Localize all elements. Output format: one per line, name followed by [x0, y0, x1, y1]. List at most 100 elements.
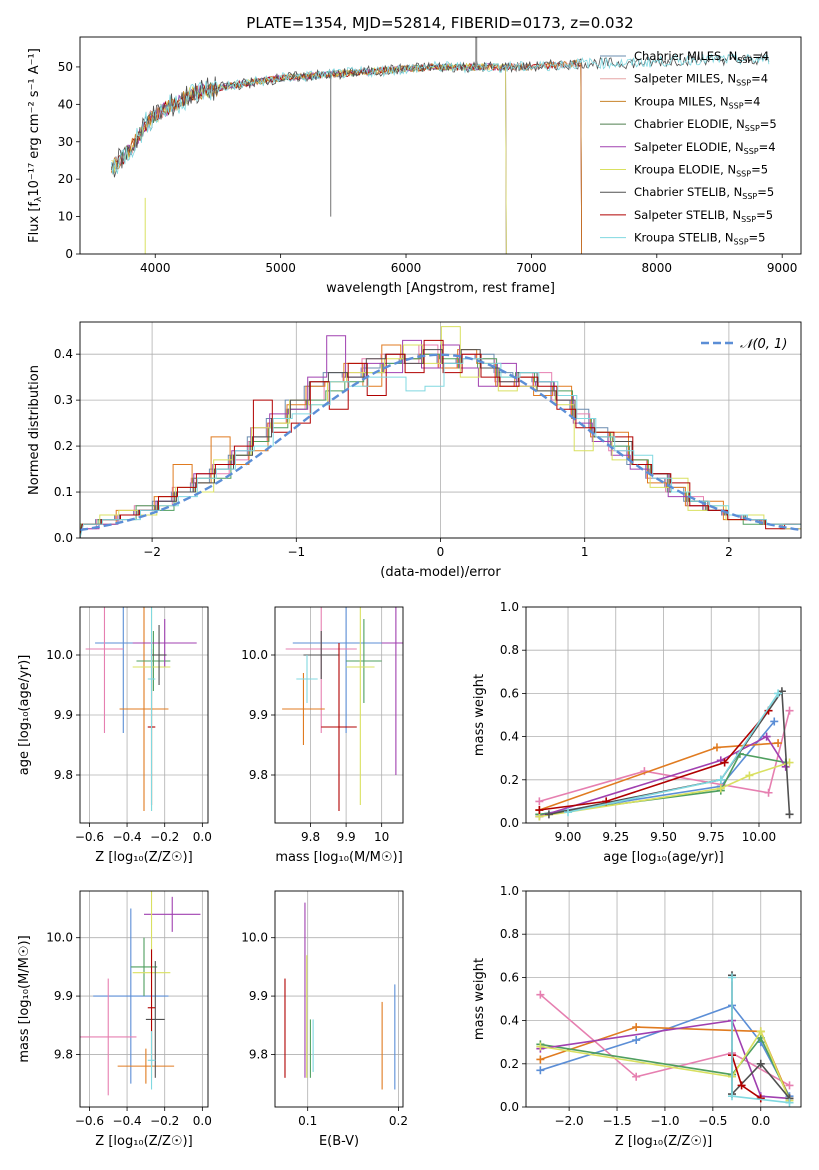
mass-age-xtick-label-1: 9.9 [337, 830, 356, 844]
spectrum-legend-name-4: Salpeter ELODIE, N [634, 140, 744, 154]
z-weight-series-line-1 [539, 994, 790, 1087]
z-mass-ytick-label-2: 10.0 [46, 931, 73, 945]
spectrum-xtick-label-5: 9000 [767, 261, 798, 275]
spectrum-ylabel: Flux [fλ10⁻¹⁷ erg cm⁻² s⁻¹ A⁻¹] [27, 48, 44, 243]
spectrum-legend-eq-7: =5 [756, 208, 773, 222]
age-weight-series-marker-5-2 [745, 771, 754, 780]
z-mass-plot-area [80, 891, 201, 1096]
age-weight-series-line-5 [539, 761, 790, 818]
z-weight-panel: −2.0 −1.5 −1.0 −0.5 0.0 0.0 0.2 0.4 0.6 0.8 1.0 Z [… [472, 884, 802, 1149]
residuals-xtick-label-3: 1 [581, 545, 589, 559]
spectrum-legend-name-0: Chabrier MILES, N [634, 49, 737, 63]
z-weight-xtick-label-1: −1.5 [602, 1114, 631, 1128]
residuals-plot-area [80, 326, 801, 538]
z-mass-ytick-label-1: 9.9 [54, 989, 73, 1003]
z-weight-ytick-label-2: 0.4 [500, 1014, 519, 1028]
z-weight-series-marker-5-2 [756, 1027, 765, 1036]
age-weight-ylabel: mass weight [472, 674, 487, 756]
age-weight-xlabel: age [log₁₀(age/yr)] [603, 850, 724, 865]
spectrum-ylabel-main: Flux [f [27, 202, 42, 243]
age-weight-series-marker-1-0 [535, 797, 544, 806]
z-weight-ytick-label-1: 0.2 [500, 1057, 519, 1071]
age-weight-xtick-label-3: 9.75 [698, 830, 725, 844]
mass-age-ytick-label-2: 10.0 [241, 648, 268, 662]
spectrum-legend-label-5: Kroupa ELODIE, NSSP=5 [634, 163, 768, 179]
z-weight-xtick-label-4: 0.0 [751, 1114, 770, 1128]
z-age-panel: −0.6 −0.4 −0.2 0.0 9.8 9.9 10.0 Z [log₁₀(Z/Z☉)]… [17, 606, 212, 865]
spectrum-legend-label-4: Salpeter ELODIE, NSSP=4 [634, 140, 776, 156]
z-weight-plot-area [536, 971, 794, 1107]
residuals-ytick-label-3: 0.3 [54, 393, 73, 407]
spectrum-legend-sub-0: SSP [737, 56, 752, 65]
age-weight-ytick-label-1: 0.2 [500, 773, 519, 787]
age-weight-plot-area [535, 687, 794, 821]
residual-histogram-panel: −2 −1 0 1 2 0.0 0.1 0.2 0.3 0.4 (data-model)/error… [27, 321, 802, 580]
spectrum-xtick-label-3: 7000 [516, 261, 547, 275]
residuals-xtick-label-0: −2 [143, 545, 161, 559]
spectrum-legend-label-3: Chabrier ELODIE, NSSP=5 [634, 117, 777, 133]
spectrum-legend-label-0: Chabrier MILES, NSSP=4 [634, 49, 769, 65]
residual-histogram-4 [80, 335, 801, 538]
age-weight-ytick-label-5: 1.0 [500, 600, 519, 614]
mass-age-frame [274, 606, 404, 824]
mass-age-plot-area [282, 607, 403, 811]
age-weight-xtick-label-4: 10.00 [742, 830, 776, 844]
spectrum-legend-name-1: Salpeter MILES, N [634, 72, 736, 86]
spectrum-xtick-label-1: 5000 [265, 261, 296, 275]
spectrum-legend-eq-5: =5 [751, 163, 768, 177]
mass-age-xlabel: mass [log₁₀(M/M☉)] [275, 850, 402, 865]
z-mass-xtick-label-3: 0.0 [193, 1114, 212, 1128]
spectrum-legend-name-5: Kroupa ELODIE, N [634, 163, 736, 177]
z-weight-series-marker-8-1 [728, 1092, 737, 1101]
spectrum-ytick-label-0: 0 [65, 247, 73, 261]
ebv-mass-xtick-label-0: 0.1 [298, 1114, 317, 1128]
mass-age-panel: 9.8 9.9 10 9.8 9.9 10.0 mass [log₁₀(M/M☉)] [241, 606, 404, 865]
ebv-mass-frame [274, 890, 404, 1108]
residual-histogram-5 [80, 326, 801, 538]
spectrum-legend-sub-5: SSP [736, 170, 751, 179]
z-weight-xtick-label-0: −2.0 [555, 1114, 584, 1128]
spectrum-legend-sub-7: SSP [741, 215, 756, 224]
spectrum-legend-eq-4: =4 [759, 140, 776, 154]
normal-reference-curve [80, 353, 801, 532]
z-age-ytick-label-1: 9.9 [54, 708, 73, 722]
spectrum-ytick-label-1: 10 [58, 210, 73, 224]
spectrum-legend-sub-8: SSP [734, 238, 749, 247]
spectrum-legend-name-6: Chabrier STELIB, N [634, 185, 742, 199]
mass-age-xtick-label-2: 10 [374, 830, 389, 844]
spectrum-xtick-label-2: 6000 [391, 261, 422, 275]
z-weight-series-marker-2-1 [632, 1023, 641, 1032]
spectrum-ytick-label-2: 20 [58, 172, 73, 186]
spectrum-xtick-label-0: 4000 [140, 261, 171, 275]
z-mass-ylabel: mass [log₁₀(M/M☉)] [17, 935, 32, 1062]
age-weight-series-marker-8-1 [716, 775, 725, 784]
age-weight-series-marker-1-3 [785, 706, 794, 715]
ebv-mass-ytick-label-0: 9.8 [249, 1047, 268, 1061]
z-weight-ytick-label-4: 0.8 [500, 927, 519, 941]
spectrum-legend-name-3: Chabrier ELODIE, N [634, 117, 745, 131]
age-weight-series-marker-7-0 [535, 806, 544, 815]
age-weight-ytick-label-4: 0.8 [500, 643, 519, 657]
age-weight-series-marker-8-0 [564, 808, 573, 817]
age-weight-frame [525, 606, 802, 824]
spectrum-legend-eq-6: =5 [757, 185, 774, 199]
residuals-ytick-label-0: 0.0 [54, 531, 73, 545]
mass-age-ytick-label-0: 9.8 [249, 768, 268, 782]
residuals-ylabel: Normed distribution [27, 365, 42, 495]
z-weight-series-marker-8-0 [728, 973, 737, 982]
spectrum-xtick-label-4: 8000 [642, 261, 673, 275]
z-age-plot-area [85, 607, 197, 811]
ebv-mass-ytick-label-1: 9.9 [249, 989, 268, 1003]
age-weight-series-line-4 [539, 735, 787, 818]
spectrum-legend-eq-3: =5 [760, 117, 777, 131]
residual-histogram-2 [80, 344, 800, 538]
age-weight-ytick-label-3: 0.6 [500, 686, 519, 700]
z-weight-frame [525, 890, 802, 1108]
ebv-mass-plot-area [284, 902, 396, 1090]
z-mass-panel: −0.6 −0.4 −0.2 0.0 9.8 9.9 10.0 Z [log₁₀(Z/Z☉)]… [17, 890, 212, 1149]
spectrum-legend-name-2: Kroupa MILES, N [634, 94, 729, 108]
residual-legend-label: 𝒩(0, 1) [740, 337, 787, 352]
mass-age-ytick-label-1: 9.9 [249, 708, 268, 722]
spectrum-legend-label-6: Chabrier STELIB, NSSP=5 [634, 185, 774, 201]
